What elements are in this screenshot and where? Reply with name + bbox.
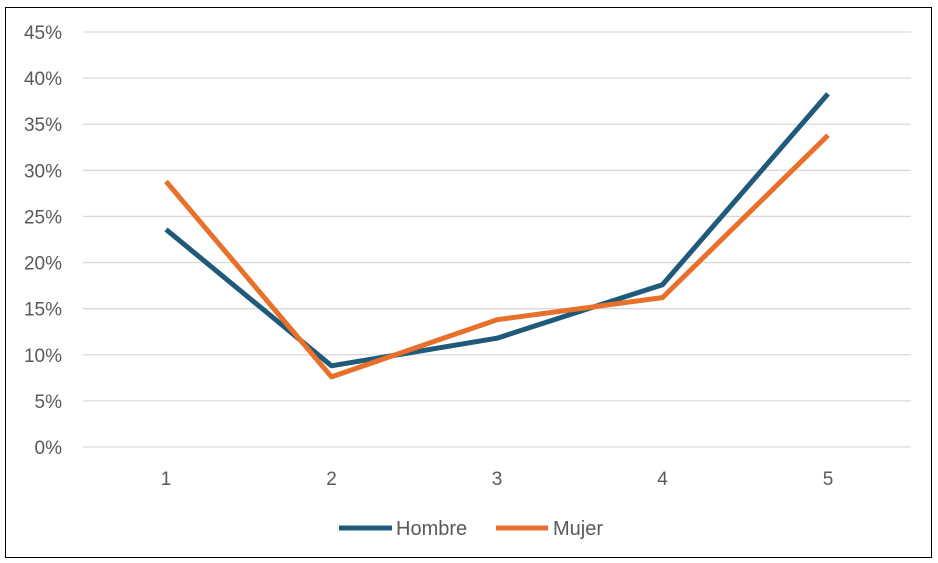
gridlines [83, 31, 911, 448]
legend-label-mujer: Mujer [553, 518, 603, 540]
series-line-mujer [164, 133, 830, 380]
x-axis-tick-labels: 1 2 3 4 5 [161, 469, 834, 490]
y-tick-label: 10% [24, 346, 62, 367]
x-tick-label: 2 [326, 469, 337, 490]
legend-label-hombre: Hombre [396, 518, 467, 540]
series-lines [164, 92, 830, 380]
y-tick-label: 5% [35, 392, 63, 413]
y-tick-label: 30% [24, 161, 62, 182]
chart-frame [5, 7, 932, 558]
y-tick-label: 20% [24, 254, 62, 275]
y-tick-label: 45% [24, 23, 62, 44]
series-line-hombre [164, 92, 830, 369]
y-tick-label: 25% [24, 207, 62, 228]
y-tick-label: 15% [24, 300, 62, 321]
y-tick-label: 0% [35, 438, 63, 459]
y-tick-label: 35% [24, 115, 62, 136]
y-tick-label: 40% [24, 69, 62, 90]
x-tick-label: 1 [161, 469, 172, 490]
x-tick-label: 3 [492, 469, 503, 490]
legend: Hombre Mujer [339, 518, 603, 540]
x-tick-label: 5 [823, 469, 834, 490]
x-tick-label: 4 [657, 469, 668, 490]
y-axis-tick-labels: 0% 5% 10% 15% 20% 25% 30% 35% 40% 45% [24, 23, 62, 459]
